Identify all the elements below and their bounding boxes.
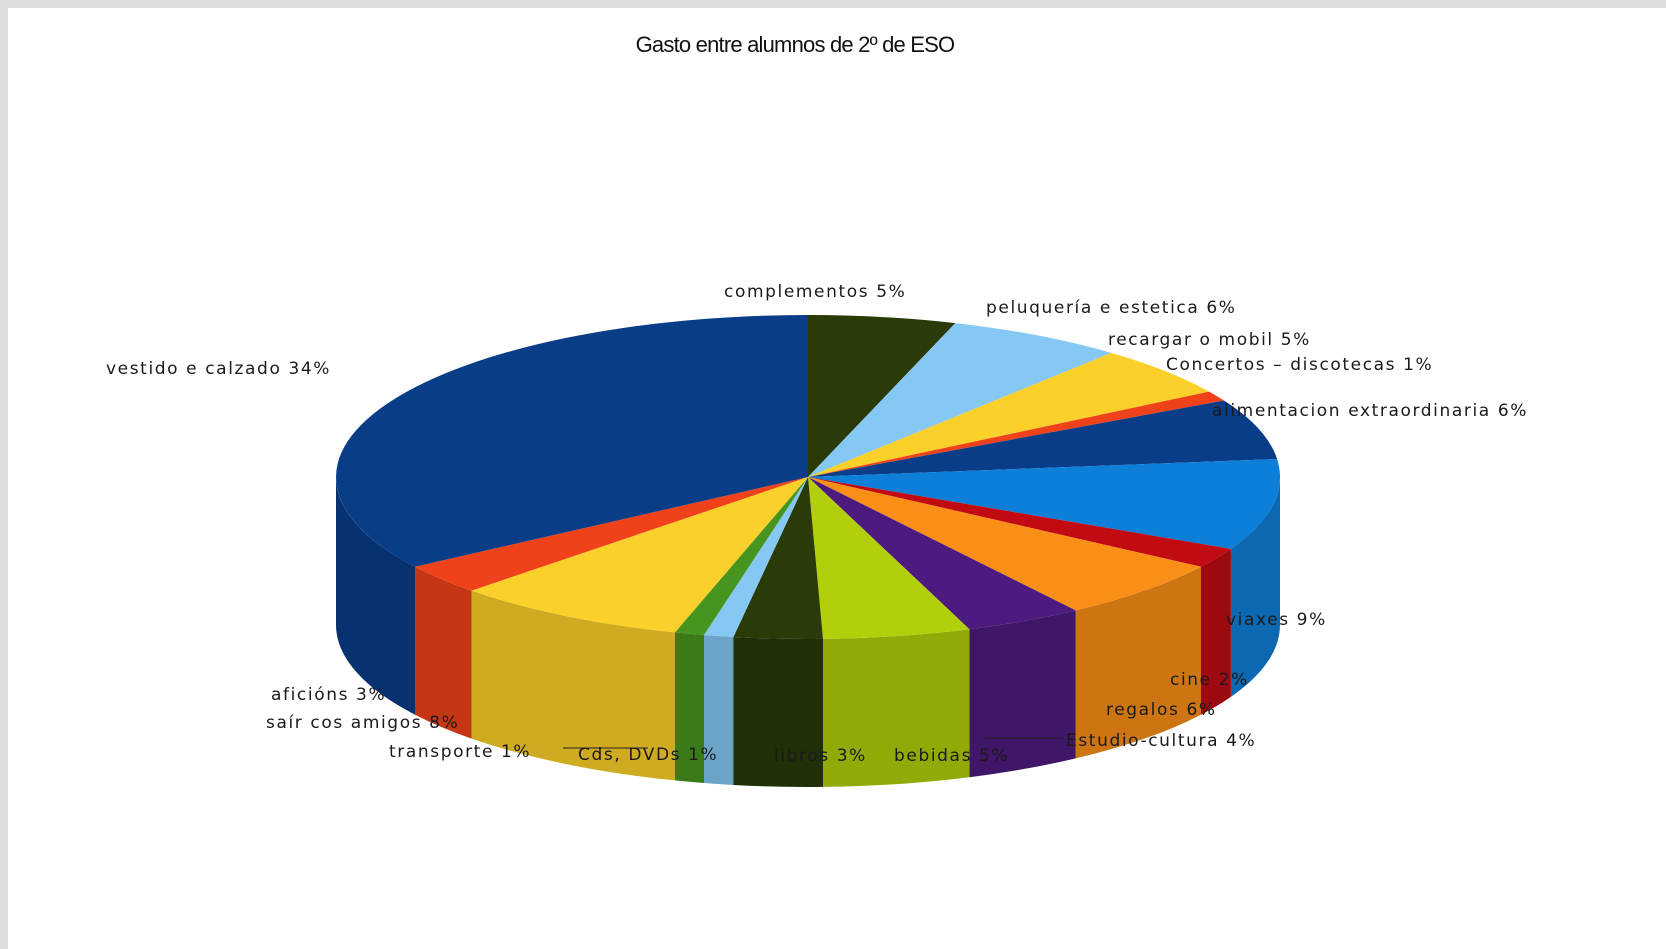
pie-slice-14 <box>415 477 808 591</box>
pie-slice-side-11 <box>704 635 734 785</box>
pie-slice-3 <box>808 391 1224 477</box>
chart-frame: Gasto entre alumnos de 2º de ESO complem… <box>8 8 1666 949</box>
pie-slice-7 <box>808 477 1201 611</box>
pie-slice-side-10 <box>733 637 823 787</box>
pie-slice-5 <box>808 459 1281 549</box>
pie-slice-0 <box>808 315 956 477</box>
pie-slice-12 <box>675 477 808 635</box>
pie-slice-side-5 <box>1230 477 1280 697</box>
slice-label-3: Concertos – discotecas 1% <box>1166 355 1433 375</box>
pie-slice-side-15 <box>336 477 415 715</box>
slice-label-2: recargar o mobil 5% <box>1108 330 1311 350</box>
pie-slice-side-14 <box>415 566 472 739</box>
slice-label-8: Estudio-cultura 4% <box>1066 731 1256 751</box>
slice-label-1: peluquería e estetica 6% <box>986 298 1237 318</box>
pie-slice-11 <box>704 477 808 637</box>
pie-slice-10 <box>733 477 823 639</box>
pie-slice-13 <box>471 477 808 633</box>
pie-slice-9 <box>808 477 970 639</box>
slice-label-6: cine 2% <box>1170 670 1249 690</box>
pie-side-walls <box>336 477 1280 787</box>
pie-slice-8 <box>808 477 1076 630</box>
pie-slice-side-8 <box>969 610 1076 778</box>
pie-slice-side-6 <box>1201 548 1231 715</box>
slice-label-0: complementos 5% <box>724 282 906 302</box>
pie-slice-4 <box>808 400 1278 477</box>
slice-label-10: libros 3% <box>774 746 867 766</box>
pie-slice-6 <box>808 477 1231 567</box>
pie-slice-side-9 <box>823 629 970 787</box>
slice-label-13: saír cos amigos 8% <box>266 713 459 733</box>
slice-label-15: vestido e calzado 34% <box>106 359 331 379</box>
slice-label-14: aficións 3% <box>271 685 386 705</box>
slice-label-4: alimentacion extraordinaria 6% <box>1212 401 1528 421</box>
slice-label-12: transporte 1% <box>389 742 531 762</box>
pie-slice-1 <box>808 323 1112 477</box>
pie-slice-2 <box>808 352 1210 477</box>
slice-label-7: regalos 6% <box>1106 700 1217 720</box>
pie-slice-side-7 <box>1075 566 1201 759</box>
pie-leader-lines <box>563 737 1063 749</box>
pie-slice-side-13 <box>471 590 675 781</box>
pie-slice-15 <box>336 315 808 567</box>
chart-title: Gasto entre alumnos de 2º de ESO <box>636 32 955 57</box>
slice-label-9: bebidas 5% <box>894 746 1009 766</box>
pie-top-faces <box>336 315 1281 639</box>
slice-label-11: Cds, DVDs 1% <box>578 745 718 765</box>
pie-chart: Gasto entre alumnos de 2º de ESO complem… <box>106 32 1528 787</box>
pie-slice-side-12 <box>675 632 704 783</box>
pie-labels: complementos 5% peluquería e estetica 6% r… <box>106 282 1528 766</box>
slice-label-5: viaxes 9% <box>1226 610 1327 630</box>
